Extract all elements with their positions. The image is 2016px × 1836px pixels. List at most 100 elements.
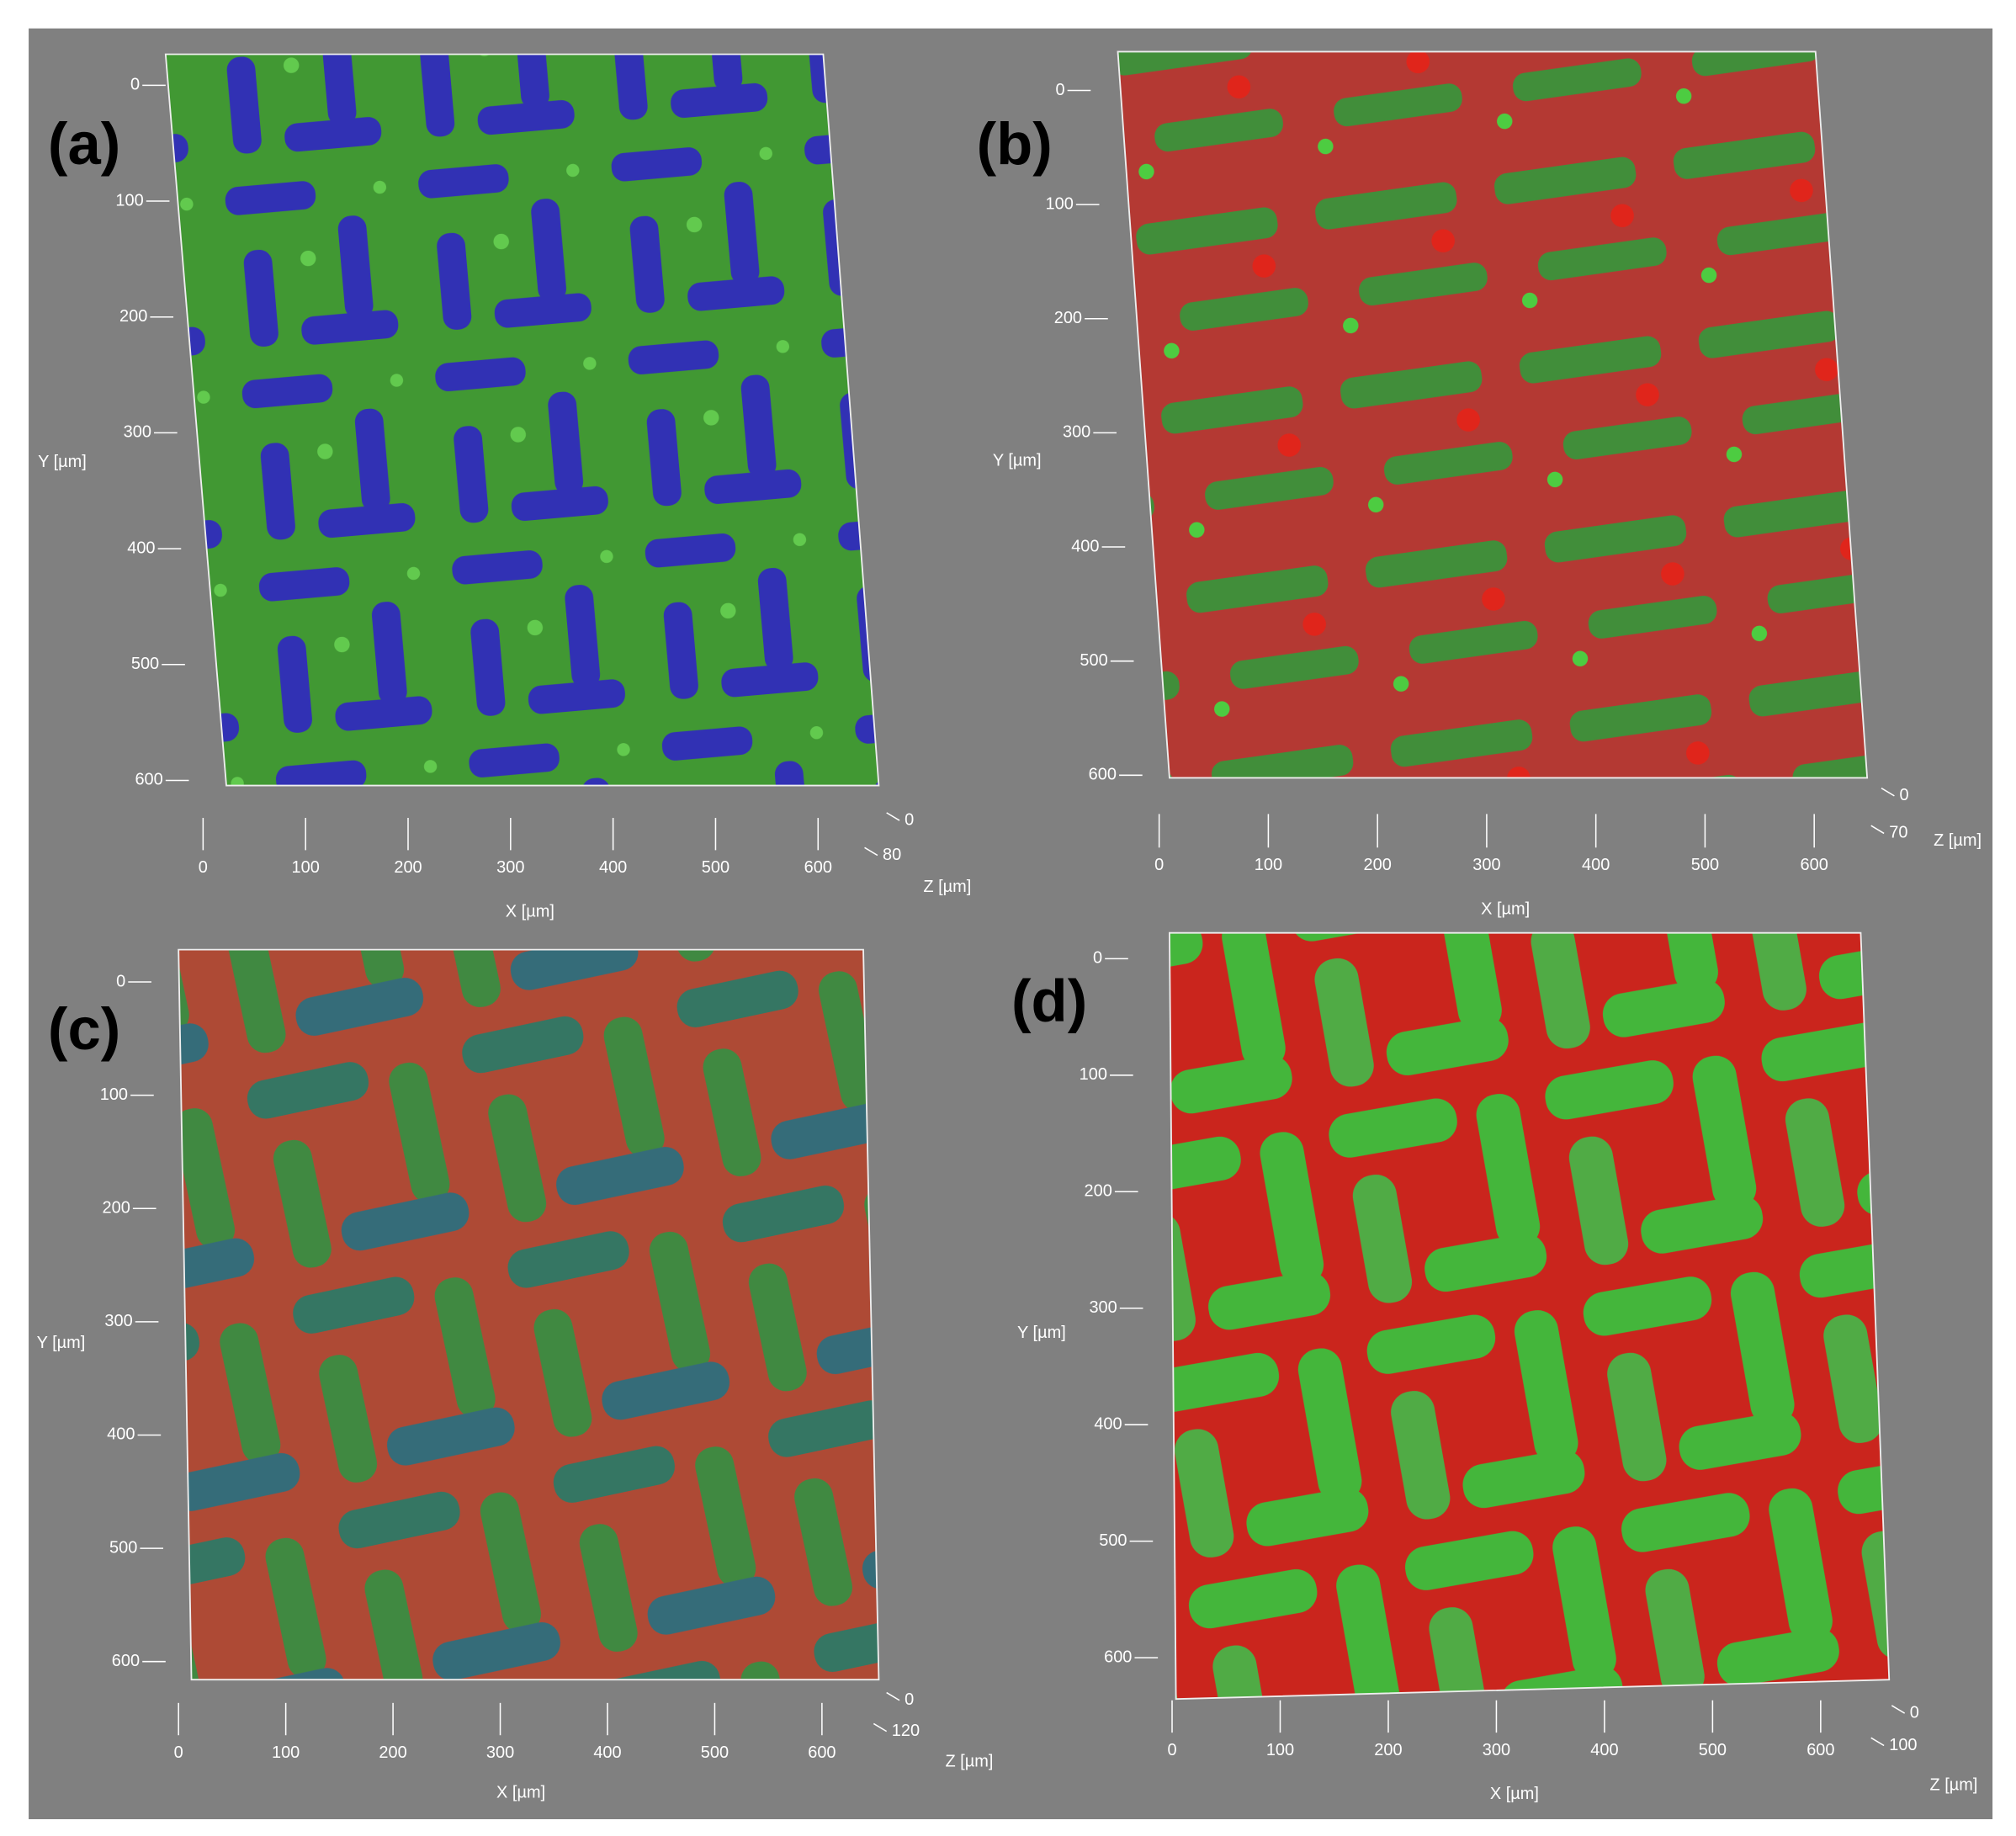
z-tick xyxy=(864,846,878,857)
y-tick-label: 200 xyxy=(103,1199,130,1218)
x-tick-label: 200 xyxy=(1374,1741,1402,1759)
y-tick-label: 200 xyxy=(1085,1182,1112,1201)
y-axis-title: Y [µm] xyxy=(1017,1324,1066,1342)
y-tick-label: 500 xyxy=(131,655,159,673)
z-tick-label: 0 xyxy=(1910,1703,1919,1722)
x-tick-label: 0 xyxy=(174,1743,183,1762)
y-tick-label: 200 xyxy=(119,307,147,326)
x-tick-label: 0 xyxy=(1167,1741,1176,1759)
panel-label: (a) xyxy=(48,110,120,177)
x-tick-label: 100 xyxy=(272,1743,300,1762)
y-tick-label: 0 xyxy=(1055,81,1064,99)
x-tick-label: 600 xyxy=(804,858,832,877)
x-tick-label: 300 xyxy=(1472,856,1500,874)
z-axis-title: Z [µm] xyxy=(923,878,971,896)
z-axis-title: Z [µm] xyxy=(945,1753,993,1771)
y-tick-label: 500 xyxy=(1099,1531,1127,1550)
z-tick-label: 0 xyxy=(905,810,914,829)
volume-render xyxy=(1169,932,1890,1700)
panel-label: (d) xyxy=(1011,967,1087,1033)
bounding-box xyxy=(1169,931,1891,1701)
x-axis-title: X [µm] xyxy=(506,902,554,921)
x-tick-label: 100 xyxy=(292,858,320,877)
z-tick-label: 100 xyxy=(1889,1736,1917,1754)
y-axis-title: Y [µm] xyxy=(37,1334,86,1352)
y-tick-label: 400 xyxy=(1094,1414,1122,1433)
y-tick-label: 0 xyxy=(130,76,140,94)
z-tick-label: 80 xyxy=(883,846,901,864)
x-tick-label: 500 xyxy=(1691,856,1719,874)
z-tick-label: 70 xyxy=(1889,824,1907,842)
x-tick-label: 0 xyxy=(1154,856,1164,874)
x-axis-title: X [µm] xyxy=(496,1784,545,1802)
volume-render xyxy=(178,949,879,1680)
z-tick-label: 120 xyxy=(892,1722,920,1740)
x-tick-label: 600 xyxy=(1801,856,1828,874)
y-tick-label: 300 xyxy=(124,423,151,442)
z-tick xyxy=(886,1691,900,1701)
y-axis-title: Y [µm] xyxy=(38,453,87,471)
y-tick-label: 300 xyxy=(1063,423,1090,442)
z-tick xyxy=(1881,788,1895,797)
x-tick-label: 200 xyxy=(394,858,422,877)
y-tick-label: 600 xyxy=(135,771,162,789)
y-axis-title: Y [µm] xyxy=(993,451,1042,470)
x-axis-title: X [µm] xyxy=(1481,899,1530,918)
y-tick-label: 300 xyxy=(1089,1298,1117,1317)
y-tick-label: 600 xyxy=(1104,1648,1132,1666)
x-tick-label: 400 xyxy=(1590,1741,1618,1759)
z-tick-label: 0 xyxy=(1900,786,1909,804)
x-axis-title: X [µm] xyxy=(1490,1785,1539,1803)
y-tick-label: 400 xyxy=(1071,537,1099,555)
z-tick-label: 0 xyxy=(905,1690,914,1709)
z-tick xyxy=(873,1722,888,1733)
y-tick-label: 100 xyxy=(1046,194,1074,213)
y-tick-label: 400 xyxy=(127,539,155,557)
x-tick-label: 300 xyxy=(1483,1741,1510,1759)
panel-label: (b) xyxy=(977,110,1053,177)
bounding-box xyxy=(164,53,880,787)
x-tick-label: 600 xyxy=(1806,1741,1834,1759)
x-tick-label: 400 xyxy=(599,858,627,877)
y-tick-label: 600 xyxy=(1089,766,1117,784)
volume-render xyxy=(1117,51,1868,778)
x-tick-label: 500 xyxy=(702,858,729,877)
y-tick-label: 200 xyxy=(1054,309,1082,327)
y-tick-label: 500 xyxy=(1080,651,1107,670)
y-tick-label: 300 xyxy=(104,1312,132,1330)
z-tick xyxy=(886,812,900,821)
x-tick-label: 100 xyxy=(1255,856,1282,874)
y-tick-label: 100 xyxy=(100,1085,128,1104)
y-tick-label: 100 xyxy=(115,191,143,210)
x-tick-label: 600 xyxy=(808,1743,836,1762)
y-tick-label: 0 xyxy=(116,972,125,990)
bounding-box xyxy=(178,948,880,1681)
x-tick-label: 200 xyxy=(1364,856,1392,874)
y-tick-label: 100 xyxy=(1080,1065,1107,1084)
panel: (c) 0 100 200 300 400 500 600 0 100 200 300 400 500 60… xyxy=(37,948,993,1802)
y-tick-label: 500 xyxy=(109,1538,137,1557)
panel-label: (c) xyxy=(48,995,120,1062)
x-tick-label: 100 xyxy=(1266,1741,1294,1759)
z-axis-title: Z [µm] xyxy=(1934,831,1982,850)
x-tick-label: 400 xyxy=(593,1743,621,1762)
y-tick-label: 400 xyxy=(107,1425,135,1444)
x-tick-label: 500 xyxy=(1699,1741,1727,1759)
volume-render xyxy=(165,54,879,786)
panel: (a) 0 100 200 300 400 500 600 0 100 200 300 400 500 60… xyxy=(38,53,971,921)
y-tick-label: 0 xyxy=(1093,949,1102,968)
z-tick xyxy=(1891,1705,1906,1714)
x-tick-label: 200 xyxy=(379,1743,406,1762)
y-tick-label: 600 xyxy=(112,1652,140,1670)
z-tick xyxy=(1870,1737,1885,1747)
x-tick-label: 0 xyxy=(199,858,208,877)
z-tick xyxy=(1870,825,1885,835)
z-axis-title: Z [µm] xyxy=(1930,1775,1978,1794)
panel: (d) 0 100 200 300 400 500 600 0 100 200 300 400 500 60… xyxy=(1011,931,1978,1803)
x-tick-label: 300 xyxy=(486,1743,514,1762)
x-tick-label: 300 xyxy=(496,858,524,877)
bounding-box xyxy=(1117,50,1869,779)
x-tick-label: 400 xyxy=(1582,856,1610,874)
